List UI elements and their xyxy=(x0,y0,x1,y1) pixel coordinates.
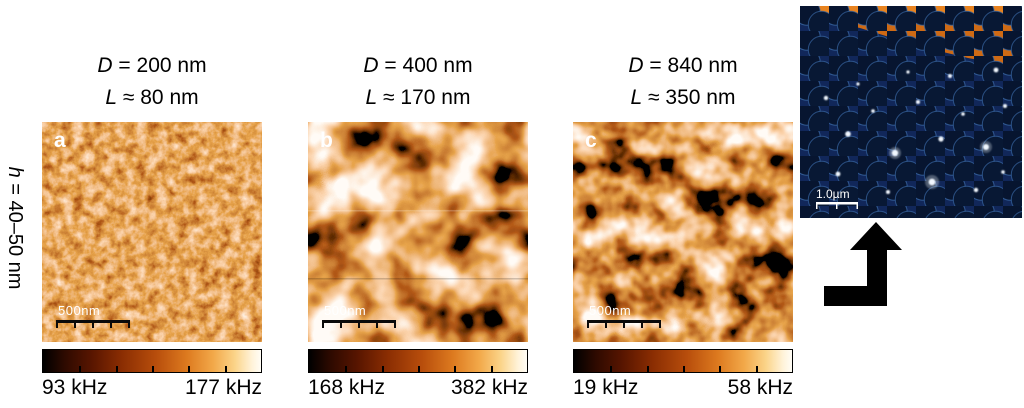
inset-texture: 1.0µm xyxy=(800,6,1022,218)
diameter-value: = 200 nm xyxy=(112,54,207,77)
colorbar-labels-c: 19 kHz 58 kHz xyxy=(573,376,793,400)
colorbar-tick xyxy=(345,366,348,372)
colorbar-min-label: 19 kHz xyxy=(573,376,639,399)
colorbar-max-label: 382 kHz xyxy=(450,376,528,399)
inset-scale-ruler xyxy=(816,202,858,209)
diameter-variable: D xyxy=(363,54,379,77)
scale-bar-label: 500nm xyxy=(324,303,367,318)
bright-specks xyxy=(823,67,1007,194)
pitch-value: ≈ 80 nm xyxy=(117,86,199,109)
colorbar-tick xyxy=(490,366,493,372)
diameter-variable: D xyxy=(97,54,113,77)
diameter-label: D = 400 nm xyxy=(308,50,528,82)
panel-letter: a xyxy=(54,129,66,152)
colorbar-tick xyxy=(719,366,722,372)
colorbar-c xyxy=(573,349,793,373)
diameter-value: = 400 nm xyxy=(378,54,473,77)
pitch-value: ≈ 170 nm xyxy=(377,86,471,109)
scale-bar-label: 500nm xyxy=(589,303,632,318)
colorbar-tick xyxy=(381,366,384,372)
colorbar-tick xyxy=(646,366,649,372)
panel-c-title: D = 840 nm L ≈ 350 nm xyxy=(573,50,793,114)
colorbar-tick xyxy=(454,366,457,372)
colorbar-tick xyxy=(610,366,613,372)
ruler-tick xyxy=(110,323,112,328)
diameter-variable: D xyxy=(628,54,644,77)
ruler-tick xyxy=(376,323,378,328)
colorbar-tick xyxy=(683,366,685,372)
panel-c: D = 840 nm L ≈ 350 nm c 500nm 19 kHz 58 … xyxy=(573,0,793,408)
colorbar-tick xyxy=(152,366,154,372)
colorbar-min-label: 93 kHz xyxy=(42,376,108,399)
panel-a-title: D = 200 nm L ≈ 80 nm xyxy=(42,50,262,114)
colorbar-tick xyxy=(115,366,118,372)
height-value: = 40–50 nm xyxy=(4,177,26,290)
panel-letter: c xyxy=(585,129,597,152)
ruler-tick xyxy=(605,323,607,328)
panel-a: D = 200 nm L ≈ 80 nm a 500nm 93 kHz 177 … xyxy=(42,0,262,408)
colorbar-labels-a: 93 kHz 177 kHz xyxy=(42,376,262,400)
scale-bar: 500nm xyxy=(56,303,130,329)
ruler-tick xyxy=(74,323,76,328)
diameter-label: D = 200 nm xyxy=(42,50,262,82)
scale-ruler xyxy=(56,320,130,329)
colorbar-tick xyxy=(755,366,758,372)
inset-scale-label: 1.0µm xyxy=(816,187,850,201)
ruler-tick xyxy=(322,323,324,328)
ruler-tick xyxy=(340,323,342,328)
panel-letter: b xyxy=(320,129,333,152)
colorbar-max-label: 177 kHz xyxy=(184,376,262,399)
colorbar-labels-b: 168 kHz 382 kHz xyxy=(308,376,528,400)
bent-up-arrow-icon xyxy=(824,222,902,306)
ruler-tick xyxy=(56,323,58,328)
pitch-label: L ≈ 80 nm xyxy=(42,82,262,114)
height-variable: h xyxy=(4,166,26,178)
colorbar-a xyxy=(42,349,262,373)
colorbar-tick xyxy=(188,366,191,372)
pitch-label: L ≈ 170 nm xyxy=(308,82,528,114)
afm-texture-c xyxy=(573,122,793,342)
colorbar-tick xyxy=(224,366,227,372)
diameter-value: = 840 nm xyxy=(643,54,738,77)
ruler-tick xyxy=(659,323,661,328)
afm-image-b: b 500nm xyxy=(308,122,528,342)
ruler-tick xyxy=(128,323,130,328)
pitch-variable: L xyxy=(365,86,378,109)
colorbar-tick xyxy=(79,366,82,372)
scale-ruler xyxy=(587,320,661,329)
scale-bar: 500nm xyxy=(587,303,661,329)
scale-bar-label: 500nm xyxy=(58,303,101,318)
ruler-tick xyxy=(641,323,643,328)
afm-image-c: c 500nm xyxy=(573,122,793,342)
colorbar-b xyxy=(308,349,528,373)
pitch-variable: L xyxy=(105,86,118,109)
pitch-value: ≈ 350 nm xyxy=(642,86,736,109)
panel-b: D = 400 nm L ≈ 170 nm b 500nm 168 kHz 38… xyxy=(308,0,528,408)
afm-image-a: a 500nm xyxy=(42,122,262,342)
colorbar-max-label: 58 kHz xyxy=(727,376,793,399)
ruler-tick xyxy=(92,323,94,328)
pitch-label: L ≈ 350 nm xyxy=(573,82,793,114)
scale-bar: 500nm xyxy=(322,303,396,329)
pitch-variable: L xyxy=(630,86,643,109)
panel-b-title: D = 400 nm L ≈ 170 nm xyxy=(308,50,528,114)
colorbar-tick xyxy=(418,366,420,372)
afm-texture-b xyxy=(308,122,528,342)
diameter-label: D = 840 nm xyxy=(573,50,793,82)
ruler-tick xyxy=(394,323,396,328)
ruler-tick xyxy=(358,323,360,328)
colorbar-min-label: 168 kHz xyxy=(308,376,386,399)
sphere-array xyxy=(800,6,1022,218)
scale-ruler xyxy=(322,320,396,329)
afm-texture-a xyxy=(42,122,262,342)
ruler-tick xyxy=(623,323,625,328)
height-range-label: h = 40–50 nm xyxy=(2,133,26,323)
darkfield-inset-image: 1.0µm xyxy=(800,6,1022,218)
ruler-tick xyxy=(587,323,589,328)
